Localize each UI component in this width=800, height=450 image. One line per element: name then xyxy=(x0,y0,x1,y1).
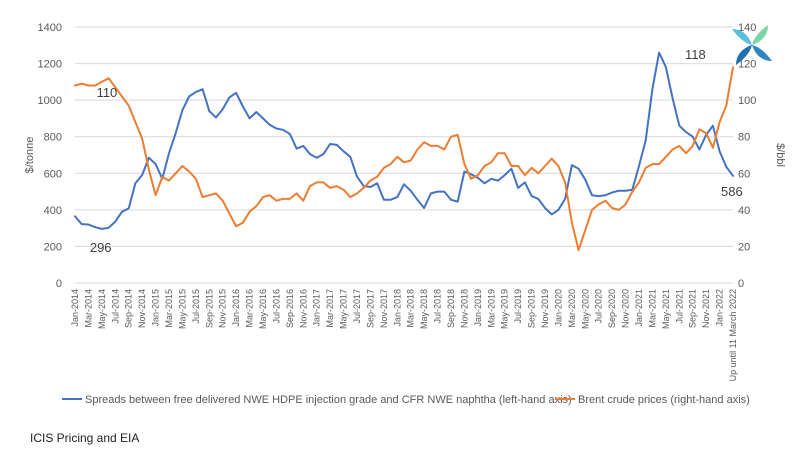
right-axis-label: $/bbl xyxy=(774,143,786,167)
right-axis-ticks: 0 20 40 60 80 100 120 140 xyxy=(738,22,756,290)
x-tick-label: Nov-2019 xyxy=(540,289,550,328)
source-note: ICIS Pricing and EIA xyxy=(30,431,140,445)
x-tick-label: Nov-2017 xyxy=(379,289,389,328)
x-tick-label: Mar-2021 xyxy=(647,289,657,328)
x-tick-label: Mar-2019 xyxy=(486,289,496,328)
x-tick-label: Jan-2015 xyxy=(151,289,161,327)
x-tick-label: May-2016 xyxy=(258,289,268,329)
x-tick-label: Nov-2018 xyxy=(459,289,469,328)
right-tick-label: 20 xyxy=(738,241,750,253)
data-label: 296 xyxy=(90,240,112,255)
x-tick-label: Jan-2019 xyxy=(473,289,483,327)
x-tick-label: Sep-2018 xyxy=(446,289,456,328)
x-tick-label: Mar-2016 xyxy=(245,289,255,328)
x-tick-label: Nov-2014 xyxy=(137,289,147,328)
x-tick-label: Nov-2016 xyxy=(298,289,308,328)
x-tick-label: May-2015 xyxy=(177,289,187,329)
x-tick-label: Sep-2017 xyxy=(365,289,375,328)
x-tick-label: Jan-2017 xyxy=(312,289,322,327)
x-tick-label: Sep-2016 xyxy=(285,289,295,328)
x-tick-label: Jul-2016 xyxy=(271,289,281,324)
right-tick-label: 60 xyxy=(738,168,750,180)
legend-label-brent: Brent crude prices (right-hand axis) xyxy=(578,394,750,406)
x-axis-ticks: Jan-2014 Mar-2014 May-2014 Jul-2014 Sep-2014… xyxy=(70,289,738,381)
left-tick-label: 800 xyxy=(44,132,62,144)
logo-icon xyxy=(732,25,772,65)
data-annotations: 110 296 118 586 xyxy=(90,47,743,255)
left-axis-ticks: 0 200 400 600 800 1000 1200 1400 xyxy=(38,22,62,290)
left-tick-label: 1400 xyxy=(38,22,62,34)
x-tick-label: Sep-2015 xyxy=(204,289,214,328)
x-tick-label: Mar-2018 xyxy=(406,289,416,328)
x-tick-label: May-2019 xyxy=(500,289,510,329)
x-tick-label: Jan-2018 xyxy=(392,289,402,327)
x-tick-label: Jul-2018 xyxy=(433,289,443,324)
data-label: 110 xyxy=(97,85,118,100)
data-label: 586 xyxy=(721,184,743,199)
x-tick-label: Up until 11 March 2022 xyxy=(728,289,738,381)
series-lines xyxy=(74,51,734,252)
left-tick-label: 1200 xyxy=(38,59,62,71)
x-tick-label: Sep-2019 xyxy=(527,289,537,328)
x-tick-label: Jan-2014 xyxy=(70,289,80,327)
x-tick-label: Jul-2020 xyxy=(594,289,604,324)
x-tick-label: Mar-2020 xyxy=(567,289,577,328)
legend-label-spreads: Spreads between free delivered NWE HDPE … xyxy=(85,394,572,406)
x-tick-label: May-2018 xyxy=(419,289,429,329)
left-tick-label: 1000 xyxy=(38,95,62,107)
right-tick-label: 0 xyxy=(738,278,744,290)
legend: Spreads between free delivered NWE HDPE … xyxy=(62,394,750,406)
x-tick-label: May-2021 xyxy=(661,289,671,329)
x-tick-label: Jul-2014 xyxy=(110,289,120,324)
x-tick-label: Jul-2015 xyxy=(191,289,201,324)
gridlines xyxy=(75,26,733,284)
x-tick-label: Mar-2014 xyxy=(83,289,93,328)
x-tick-label: Sep-2021 xyxy=(688,289,698,328)
x-tick-label: Jan-2016 xyxy=(231,289,241,327)
right-tick-label: 120 xyxy=(738,59,756,71)
x-tick-label: Jan-2020 xyxy=(553,289,563,327)
x-tick-label: Jan-2021 xyxy=(634,289,644,327)
left-tick-label: 600 xyxy=(44,168,62,180)
x-tick-label: Nov-2020 xyxy=(621,289,631,328)
right-tick-label: 100 xyxy=(738,95,756,107)
series-line-brent xyxy=(74,66,734,252)
x-tick-label: May-2014 xyxy=(97,289,107,329)
left-tick-label: 200 xyxy=(44,241,62,253)
x-tick-label: May-2020 xyxy=(580,289,590,329)
data-label: 118 xyxy=(685,47,706,62)
right-tick-label: 140 xyxy=(738,22,756,34)
x-tick-label: May-2017 xyxy=(339,289,349,329)
x-tick-label: Sep-2020 xyxy=(607,289,617,328)
x-tick-label: Jul-2021 xyxy=(674,289,684,324)
series-line-spreads xyxy=(74,51,734,230)
left-tick-label: 0 xyxy=(56,278,62,290)
x-tick-label: Mar-2015 xyxy=(164,289,174,328)
left-axis-label: $/tonne xyxy=(24,137,36,174)
right-tick-label: 40 xyxy=(738,205,750,217)
x-tick-label: Nov-2015 xyxy=(218,289,228,328)
x-tick-label: Jan-2022 xyxy=(715,289,725,327)
x-tick-label: Jul-2019 xyxy=(513,289,523,324)
right-tick-label: 80 xyxy=(738,132,750,144)
left-tick-label: 400 xyxy=(44,205,62,217)
x-tick-label: Nov-2021 xyxy=(701,289,711,328)
x-tick-label: Mar-2017 xyxy=(325,289,335,328)
x-tick-label: Sep-2014 xyxy=(124,289,134,328)
x-tick-label: Jul-2017 xyxy=(352,289,362,324)
